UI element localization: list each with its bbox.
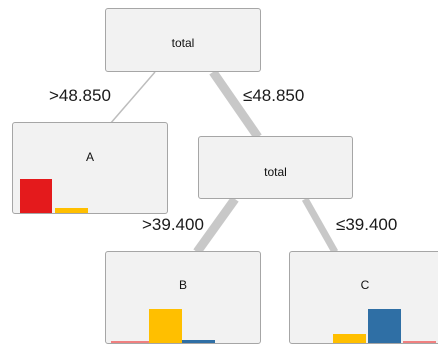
leaf-c-bar-1 — [333, 334, 366, 343]
leaf-a-bar-2 — [55, 208, 88, 213]
leaf-c-bar-2 — [368, 309, 401, 343]
edge-label-split-left: >39.400 — [142, 215, 204, 234]
leaf-c-label: C — [360, 278, 370, 292]
leaf-node-a[interactable]: A — [12, 122, 168, 214]
edge-split-to-b — [193, 196, 239, 255]
leaf-c-bar-3 — [403, 341, 436, 343]
split-node-label: total — [264, 165, 287, 179]
leaf-a-label: A — [85, 150, 94, 164]
edge-label-root-right: ≤48.850 — [243, 86, 305, 105]
split-node[interactable]: total — [198, 136, 353, 199]
root-node[interactable]: total — [105, 8, 261, 72]
leaf-b-bar-1 — [111, 341, 149, 343]
leaf-b-bar-2 — [149, 309, 182, 343]
leaf-b-bar-3 — [182, 340, 215, 343]
root-node-label: total — [171, 36, 195, 50]
edge-root-to-split — [209, 69, 262, 140]
edge-label-root-left: >48.850 — [49, 86, 111, 105]
edge-root-to-a — [109, 71, 156, 125]
leaf-b-label: B — [178, 278, 187, 292]
leaf-node-b[interactable]: B — [105, 251, 261, 344]
leaf-node-c[interactable]: C — [289, 251, 438, 344]
leaf-a-bar-1 — [20, 179, 52, 213]
edge-split-to-c — [301, 197, 339, 254]
edge-label-split-right: ≤39.400 — [336, 215, 398, 234]
